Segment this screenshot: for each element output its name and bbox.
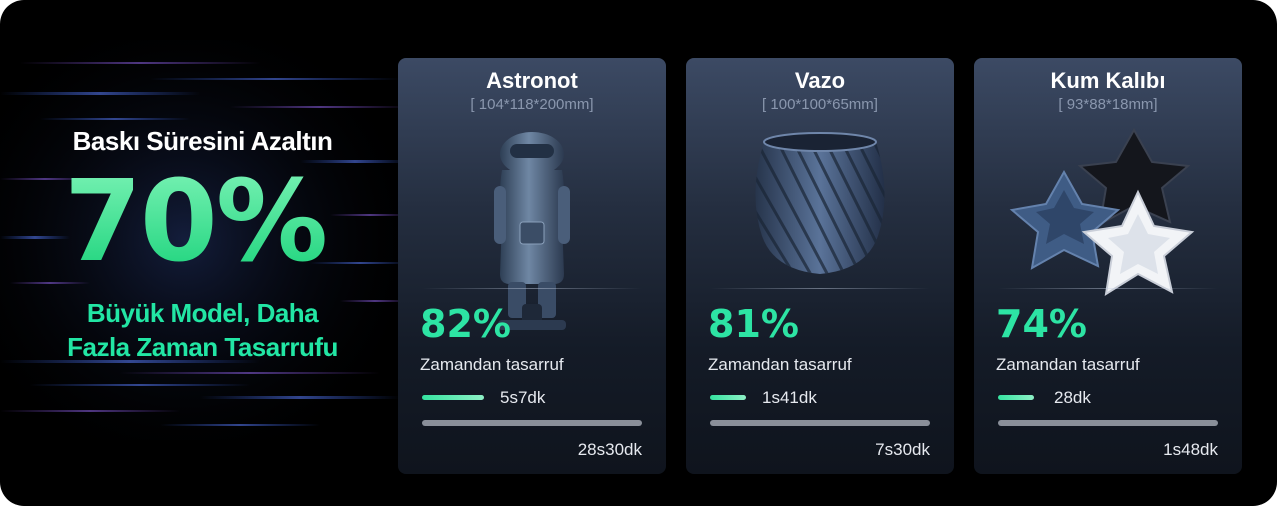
model-card-vazo: Vazo [ 100*100*65mm] xyxy=(686,58,954,474)
hero-section: Baskı Süresini Azaltın 70% Büyük Model, … xyxy=(0,0,405,506)
hero-percent: 70% xyxy=(0,162,390,282)
new-time-value: 28dk xyxy=(1054,388,1091,407)
new-time-bar xyxy=(422,395,484,400)
hero-subline-line-2: Fazla Zaman Tasarrufu xyxy=(67,332,338,362)
old-time-value: 1s48dk xyxy=(1163,440,1218,459)
card-dimensions: [ 100*100*65mm] xyxy=(762,96,878,113)
card-divider xyxy=(422,288,642,289)
model-card-astronot: Astronot [ 104*118*200mm] xyxy=(398,58,666,474)
card-title: Vazo xyxy=(794,68,846,93)
card-percent: 82% xyxy=(420,302,511,346)
new-time-value: 1s41dk xyxy=(762,388,817,407)
card-saving-label: Zamandan tasarruf xyxy=(420,355,564,374)
card-divider xyxy=(710,288,930,289)
new-time-bar xyxy=(998,395,1034,400)
hero-subline: Büyük Model, Daha Fazla Zaman Tasarrufu xyxy=(0,296,405,364)
old-time-bar xyxy=(422,420,642,426)
hero-headline: Baskı Süresini Azaltın xyxy=(72,126,333,156)
new-time-value: 5s7dk xyxy=(500,388,546,407)
card-percent: 74% xyxy=(996,302,1087,346)
old-time-bar xyxy=(710,420,930,426)
model-card-kum-kalibi: Kum Kalıbı [ 93*88*18mm] 74% Zamandan ta… xyxy=(974,58,1242,474)
card-divider xyxy=(998,288,1218,289)
card-saving-label: Zamandan tasarruf xyxy=(708,355,852,374)
new-time-bar xyxy=(710,395,746,400)
hero-subline-line-1: Büyük Model, Daha xyxy=(86,298,319,328)
card-dimensions: [ 93*88*18mm] xyxy=(1058,96,1158,113)
card-dimensions: [ 104*118*200mm] xyxy=(470,96,594,113)
card-saving-label: Zamandan tasarruf xyxy=(996,355,1140,374)
star-molds-icon xyxy=(1009,127,1195,297)
old-time-value: 7s30dk xyxy=(875,440,930,459)
card-title: Kum Kalıbı xyxy=(1050,68,1166,93)
speed-streaks-decoration xyxy=(0,40,410,440)
card-percent: 81% xyxy=(708,302,799,346)
old-time-bar xyxy=(998,420,1218,426)
card-title: Astronot xyxy=(486,68,578,93)
vase-model-icon xyxy=(755,132,885,274)
astronaut-model-icon xyxy=(494,132,570,330)
old-time-value: 28s30dk xyxy=(577,440,642,459)
